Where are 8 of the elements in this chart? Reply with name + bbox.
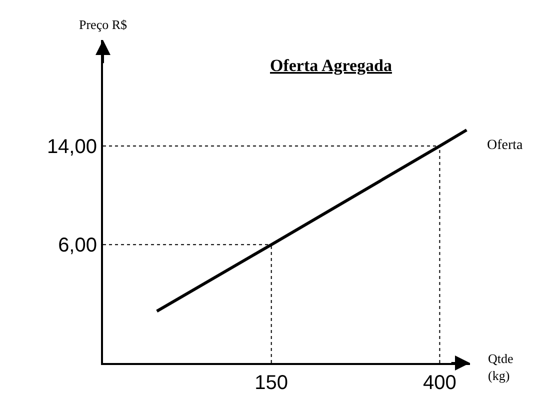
y-tick-label: 6,00: [58, 234, 97, 257]
y-axis-title: Preço R$: [79, 17, 128, 32]
text: Oferta Agregada: [270, 56, 392, 75]
x-axis-title: Qtde (kg): [488, 351, 514, 383]
y-tick-label: 14,00: [46, 136, 97, 158]
x-tick-label: 400: [423, 372, 456, 394]
x-tick-label: 150: [254, 372, 288, 394]
series-label: Oferta: [487, 138, 524, 153]
